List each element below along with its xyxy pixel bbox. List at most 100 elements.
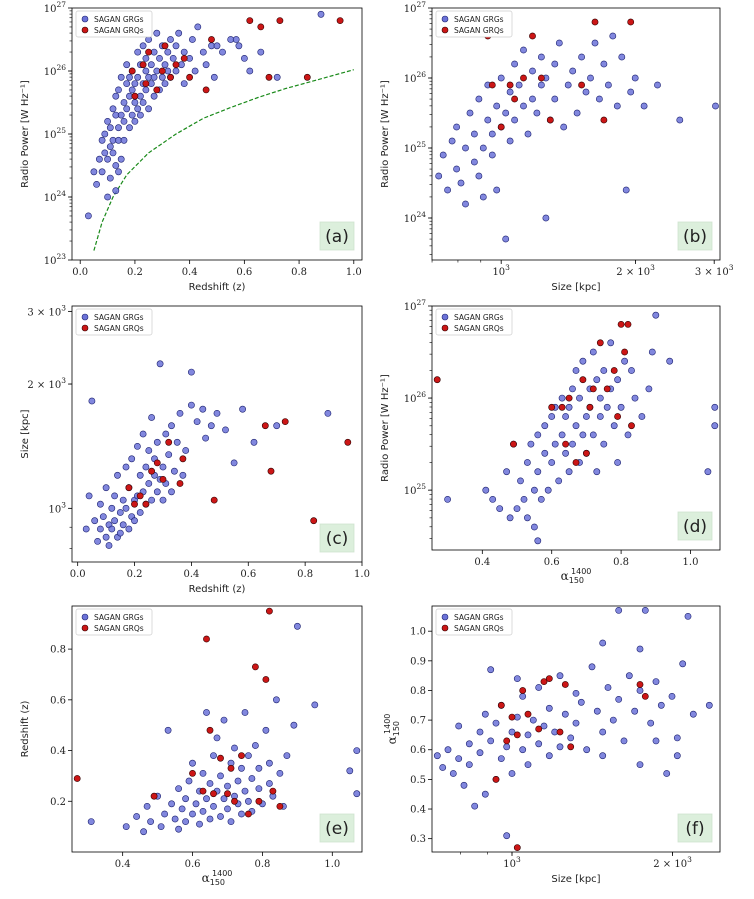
- y-tick-label: 1027: [404, 298, 427, 313]
- x-tick-label: 0.0: [70, 569, 86, 580]
- grg-point: [579, 357, 587, 365]
- grg-point: [531, 523, 538, 531]
- legend: SAGAN GRGs SAGAN GRQs: [435, 308, 513, 336]
- grg-point: [128, 111, 136, 119]
- grg-point: [508, 770, 516, 777]
- grq-point: [158, 67, 166, 75]
- grg-point: [250, 438, 258, 446]
- legend-label: SAGAN GRQs: [94, 624, 144, 633]
- grg-point: [142, 86, 150, 94]
- legend-label: SAGAN GRGs: [94, 313, 144, 322]
- grg-point: [133, 442, 141, 450]
- grq-point: [145, 48, 152, 56]
- grg-point: [596, 95, 603, 103]
- grg-point: [673, 734, 681, 742]
- y-tick-label: 0.9: [410, 656, 426, 667]
- grq-point: [589, 385, 597, 393]
- grg-point: [591, 39, 599, 47]
- grg-point: [448, 137, 456, 145]
- legend-marker: [81, 26, 89, 34]
- grg-point: [599, 639, 607, 647]
- grq-point: [202, 86, 210, 94]
- grg-point: [569, 385, 576, 393]
- grq-point: [538, 74, 545, 82]
- grq-point: [520, 74, 527, 82]
- grg-point: [711, 403, 719, 411]
- grg-point: [599, 728, 607, 736]
- grg-point: [538, 53, 545, 61]
- grg-point: [159, 496, 167, 504]
- grg-point: [433, 752, 441, 760]
- grg-point: [143, 803, 151, 810]
- grg-point: [248, 775, 256, 782]
- grg-point: [158, 73, 166, 81]
- grg-point: [562, 413, 569, 420]
- grg-point: [657, 701, 665, 709]
- grg-point: [148, 496, 155, 504]
- grg-point: [465, 761, 473, 768]
- grg-point: [140, 828, 147, 836]
- grq-point: [556, 728, 564, 736]
- grq-point: [621, 348, 628, 356]
- grg-point: [684, 613, 692, 620]
- grg-point: [631, 394, 639, 402]
- grg-point: [488, 151, 496, 159]
- legend-label: SAGAN GRGs: [94, 15, 144, 24]
- grg-point: [94, 538, 101, 545]
- grg-point: [572, 719, 580, 727]
- grg-point: [134, 48, 142, 56]
- grg-point: [104, 118, 111, 125]
- grg-point: [168, 488, 175, 496]
- grg-point: [131, 517, 138, 525]
- grg-point: [170, 467, 178, 475]
- x-tick-label: 0.2: [127, 267, 143, 278]
- grg-point: [178, 805, 186, 813]
- grg-point: [293, 622, 301, 630]
- grg-point: [145, 480, 153, 487]
- grg-point: [542, 214, 550, 222]
- grg-point: [638, 413, 646, 420]
- x-tick-label: 0.6: [544, 557, 560, 568]
- grg-point: [613, 102, 621, 110]
- grg-point: [511, 60, 518, 68]
- grg-point: [123, 105, 131, 113]
- grg-point: [517, 477, 524, 485]
- grg-point: [513, 505, 521, 512]
- grq-point: [244, 810, 252, 818]
- grg-point: [524, 731, 532, 739]
- panel-label-box: [677, 813, 713, 843]
- grg-point: [520, 102, 527, 110]
- grq-point: [603, 385, 611, 393]
- grq-point: [546, 116, 554, 124]
- grg-point: [161, 61, 169, 69]
- grg-point: [641, 607, 649, 614]
- grg-point: [104, 193, 111, 201]
- grg-point: [147, 818, 154, 825]
- grg-point: [439, 764, 447, 771]
- grg-point: [531, 486, 538, 494]
- grg-point: [153, 29, 161, 37]
- grq-point: [262, 676, 270, 683]
- grg-point: [673, 752, 681, 760]
- grg-point: [496, 505, 504, 512]
- grg-point: [562, 449, 569, 457]
- grg-point: [317, 10, 325, 18]
- grg-point: [122, 504, 130, 512]
- grq-point: [276, 803, 284, 810]
- x-tick-label: 0.4: [182, 267, 198, 278]
- grq-point: [344, 438, 352, 446]
- grg-point: [647, 719, 655, 727]
- grg-point: [153, 488, 161, 496]
- grq-point: [540, 678, 548, 685]
- grg-point: [524, 514, 531, 522]
- grg-point: [497, 74, 505, 82]
- grg-point: [272, 696, 280, 704]
- grg-point: [470, 130, 478, 138]
- grg-point: [529, 716, 537, 724]
- grg-point: [481, 710, 489, 718]
- grg-point: [136, 111, 144, 119]
- grg-point: [545, 704, 553, 712]
- grg-point: [534, 468, 542, 476]
- grg-point: [273, 422, 281, 430]
- legend-marker: [441, 313, 449, 321]
